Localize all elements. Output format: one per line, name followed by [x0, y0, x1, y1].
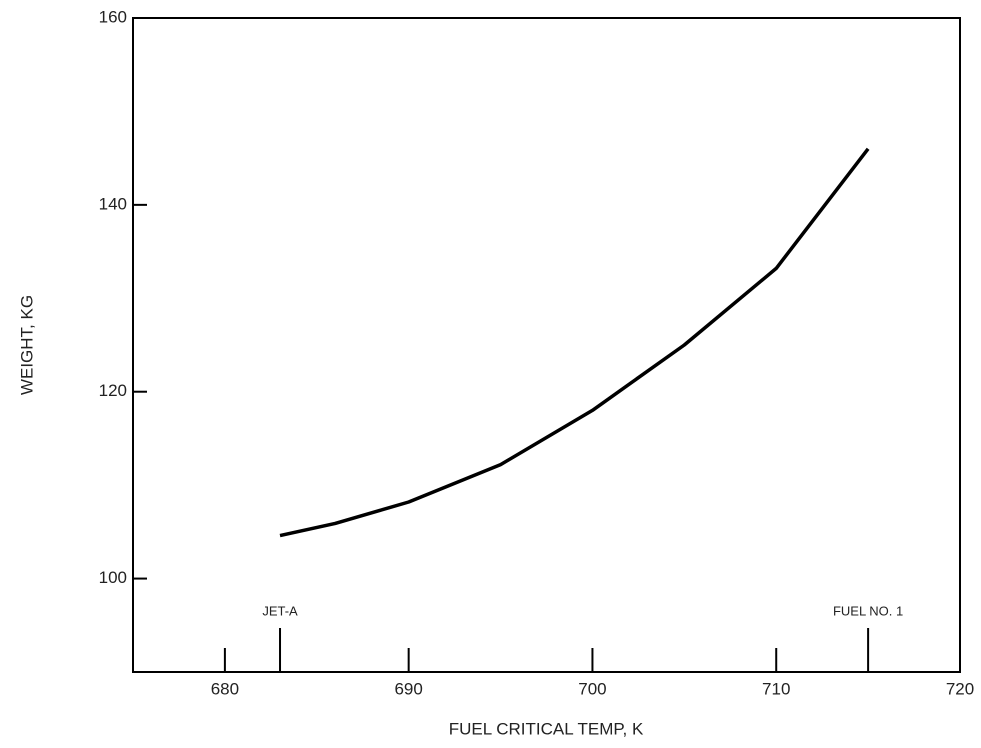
y-axis-label: WEIGHT, KG [17, 295, 36, 395]
annotation-label: JET-A [262, 603, 298, 618]
x-tick-label: 690 [394, 679, 422, 698]
data-line [279, 147, 870, 538]
annotation-label: FUEL NO. 1 [833, 603, 903, 618]
y-tick-label: 120 [99, 381, 127, 400]
y-tick-label: 100 [99, 568, 127, 587]
plot-frame [132, 17, 961, 673]
y-tick-label: 140 [99, 194, 127, 213]
y-tick-label: 160 [99, 7, 127, 26]
x-axis-label: FUEL CRITICAL TEMP, K [449, 719, 644, 738]
x-tick-label: 700 [578, 679, 606, 698]
x-tick-label: 710 [762, 679, 790, 698]
x-tick-label: 720 [946, 679, 974, 698]
x-tick-label: 680 [211, 679, 239, 698]
